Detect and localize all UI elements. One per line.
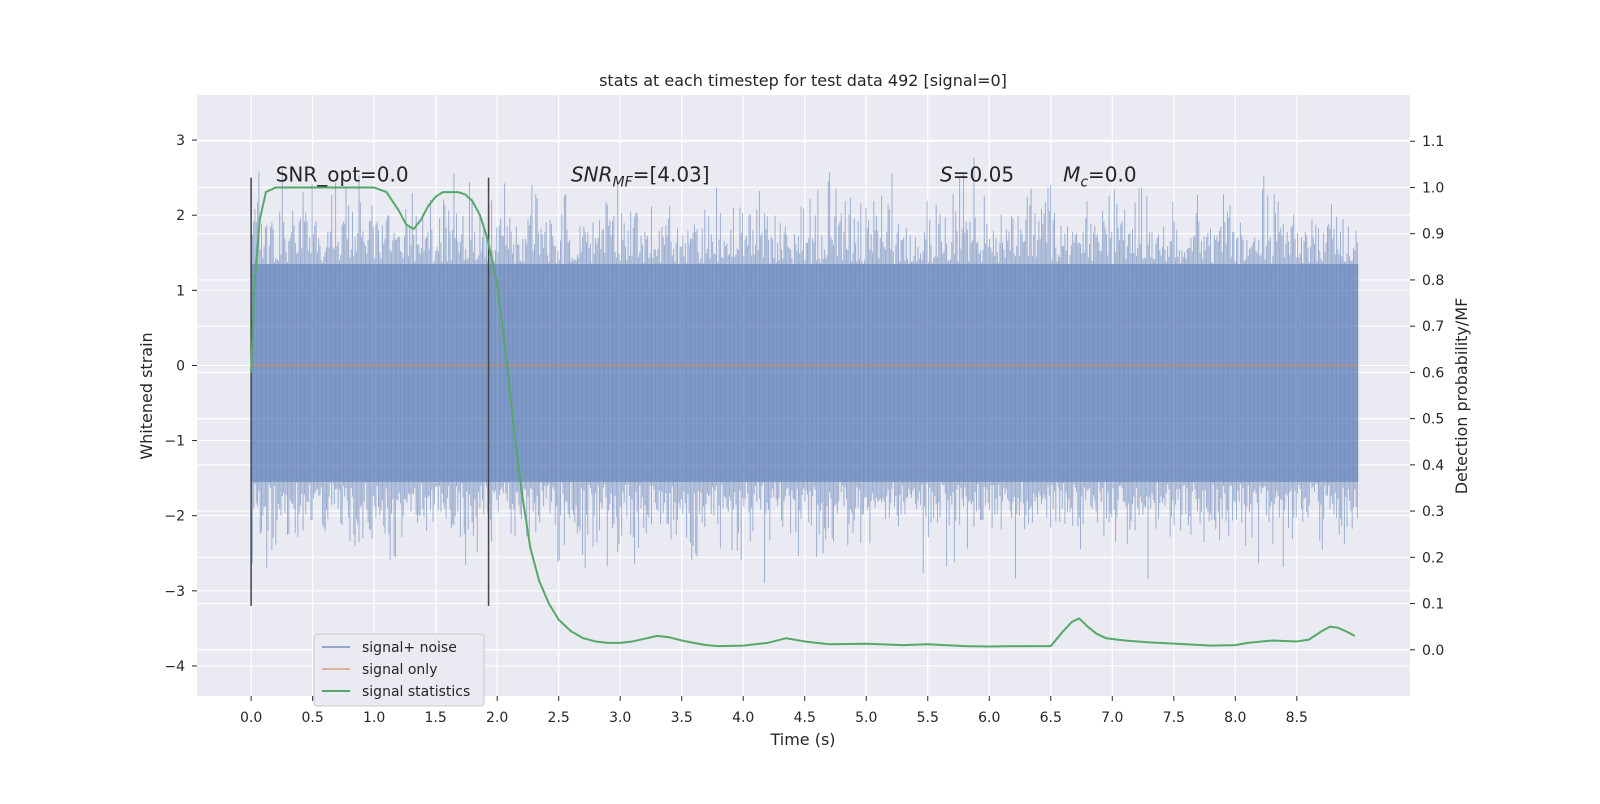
x-tick-label: 4.5	[794, 710, 816, 726]
y-axis-label-left: Whitened strain	[137, 332, 156, 459]
legend: signal+ noise signal only signal statist…	[313, 633, 485, 707]
x-tick-label: 6.5	[1040, 710, 1062, 726]
y-right-tick-label: 0.3	[1422, 504, 1444, 520]
series-layer	[250, 157, 1359, 648]
x-tick-label: 7.0	[1101, 710, 1123, 726]
x-tick-label: 8.0	[1224, 710, 1246, 726]
annotation-snr-opt: SNR_opt=0.0	[276, 162, 409, 186]
y-left-tick-label: 3	[176, 133, 185, 149]
x-tick-label: 0.0	[240, 710, 262, 726]
y-right-tick-label: 0.1	[1422, 597, 1444, 613]
legend-entry-signal-only: signal only	[322, 662, 437, 678]
annotation-s-value: S=0.05	[940, 162, 1014, 186]
annotation-snr-mf: SNRMF=[4.03]	[571, 162, 710, 190]
y-left-tick-label: −1	[164, 434, 185, 450]
y-right-tick-label: 0.0	[1422, 643, 1444, 659]
y-left-tick-label: −2	[164, 509, 185, 525]
axes-layer: 0.0 0.5 1.0 1.5 2.0 2.5 3.0 3.5 4.0 4.5 5.0 5.5 6.0 6…	[164, 133, 1444, 726]
y-right-tick-label: 0.6	[1422, 365, 1444, 381]
x-tick-label: 7.5	[1163, 710, 1185, 726]
y-left-tick-label: −4	[164, 659, 185, 675]
chart-title: stats at each timestep for test data 492…	[599, 71, 1007, 90]
y-left-tick-label: 2	[176, 208, 185, 224]
x-tick-label: 5.5	[917, 710, 939, 726]
y-right-tick-label: 1.0	[1422, 180, 1444, 196]
y-right-tick-label: 1.1	[1422, 134, 1444, 150]
y-right-tick-label: 0.9	[1422, 227, 1444, 243]
y-right-tick-label: 0.4	[1422, 458, 1444, 474]
x-tick-label: 5.0	[855, 710, 877, 726]
annotation-layer: SNR_opt=0.0 SNRMF=[4.03] S=0.05 Mc=0.0	[276, 162, 1137, 190]
series-signal-noise	[250, 157, 1359, 583]
y-axis-label-right: Detection probability/MF	[1452, 298, 1471, 495]
y-right-tick-label: 0.5	[1422, 412, 1444, 428]
legend-label-signal-noise: signal+ noise	[362, 640, 457, 656]
y-left-tick-label: −3	[164, 584, 185, 600]
legend-box	[313, 633, 485, 707]
x-tick-label: 4.0	[732, 710, 754, 726]
x-tick-label: 2.0	[486, 710, 508, 726]
y-right-tick-label: 0.7	[1422, 319, 1444, 335]
y-left-tick-label: 0	[176, 358, 185, 374]
x-tick-label: 2.5	[548, 710, 570, 726]
y-right-tick-label: 0.2	[1422, 550, 1444, 566]
y-left-tick-label: 1	[176, 283, 185, 299]
legend-entry-signal-statistics: signal statistics	[322, 684, 470, 700]
x-tick-label: 1.5	[425, 710, 447, 726]
x-axis-label: Time (s)	[769, 730, 835, 749]
legend-label-signal-only: signal only	[362, 662, 437, 678]
annotation-mc-value: Mc=0.0	[1063, 162, 1137, 190]
legend-label-signal-statistics: signal statistics	[362, 684, 470, 700]
series-signal-statistics	[250, 186, 1356, 648]
x-tick-label: 6.0	[978, 710, 1000, 726]
x-tick-label: 1.0	[363, 710, 385, 726]
x-tick-label: 8.5	[1286, 710, 1308, 726]
y-right-tick-label: 0.8	[1422, 273, 1444, 289]
x-tick-label: 0.5	[302, 710, 324, 726]
x-tick-label: 3.0	[609, 710, 631, 726]
x-tick-label: 3.5	[671, 710, 693, 726]
legend-entry-signal-noise: signal+ noise	[322, 640, 457, 656]
